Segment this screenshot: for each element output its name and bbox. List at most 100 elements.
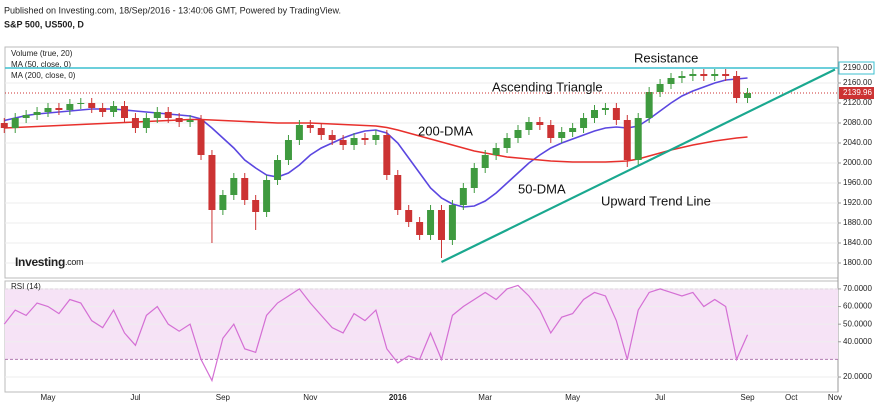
x-tick-label: Nov: [303, 393, 317, 402]
candle-body: [569, 128, 577, 132]
candle-body: [44, 108, 52, 112]
y-tick-label: 1920.00: [843, 198, 872, 207]
candle-body: [252, 200, 260, 212]
candle-body: [656, 84, 664, 92]
candle-body: [514, 130, 522, 138]
legend-entry: Volume (true, 20): [11, 49, 73, 58]
candle-body: [470, 168, 478, 188]
y-tick-label: 2080.00: [843, 118, 872, 127]
y-tick-label: 1880.00: [843, 218, 872, 227]
candle-body: [427, 210, 435, 235]
candle-body: [77, 103, 85, 104]
annotation: 200-DMA: [418, 123, 473, 138]
candle-body: [634, 118, 642, 160]
candle-body: [722, 74, 730, 76]
candle-body: [405, 210, 413, 222]
candle-body: [361, 138, 369, 140]
candle-body: [525, 122, 533, 130]
candle-body: [22, 115, 30, 118]
annotation: Upward Trend Line: [601, 193, 711, 208]
y-tick-label: 1840.00: [843, 238, 872, 247]
candle-body: [437, 210, 445, 240]
annotation: Resistance: [634, 50, 698, 65]
y-tick-label: 2000.00: [843, 158, 872, 167]
candle-body: [110, 106, 118, 112]
candle-body: [416, 222, 424, 235]
resistance-label-box: [838, 61, 875, 75]
candle-body: [481, 155, 489, 168]
candle-body: [197, 120, 205, 155]
candle-body: [230, 178, 238, 195]
candle-body: [744, 93, 752, 98]
candle-body: [601, 108, 609, 110]
x-tick-label: Nov: [828, 393, 842, 402]
y-tick-label: 2040.00: [843, 138, 872, 147]
candle-body: [536, 122, 544, 125]
candle-body: [689, 74, 697, 76]
annotation: Ascending Triangle: [492, 79, 603, 94]
candle-body: [678, 76, 686, 78]
candle-body: [175, 118, 183, 122]
candle-body: [591, 110, 598, 118]
x-tick-label: May: [565, 393, 580, 402]
symbol-title: S&P 500, US500, D: [4, 19, 84, 29]
annotation: 50-DMA: [518, 181, 566, 196]
y-tick-label: 1960.00: [843, 178, 872, 187]
x-tick-label: Sep: [216, 393, 231, 402]
y-tick-label: 40.0000: [843, 337, 872, 346]
candle-body: [700, 74, 708, 76]
logo: Investing.com: [15, 255, 83, 269]
candle-body: [33, 112, 41, 115]
x-tick-label: May: [40, 393, 55, 402]
candle-body: [55, 108, 63, 110]
ma-line: [4, 118, 748, 163]
logo-suffix: .com: [65, 257, 83, 267]
price-label-box: [839, 87, 874, 100]
panel-title: RSI (14): [11, 282, 41, 291]
candle-body: [645, 92, 653, 118]
logo-name: Investing: [15, 255, 65, 269]
x-tick-label: Sep: [740, 393, 755, 402]
x-tick-label: Jul: [130, 393, 140, 402]
x-tick-label: Mar: [478, 393, 492, 402]
candle-body: [448, 205, 456, 240]
y-tick-label: 1800.00: [843, 258, 872, 267]
candle-body: [186, 120, 194, 122]
candles: [0, 69, 752, 258]
candle-body: [667, 78, 675, 84]
candle-body: [372, 135, 380, 140]
candle-body: [274, 160, 282, 180]
candle-body: [99, 108, 107, 112]
trend-line: [440, 68, 836, 263]
candle-body: [339, 140, 347, 145]
candle-body: [219, 195, 227, 210]
candle-body: [580, 118, 588, 128]
candle-body: [503, 138, 511, 148]
candle-body: [121, 106, 129, 118]
resistance-label: 2190.00: [843, 63, 872, 72]
candle-body: [142, 118, 150, 128]
y-tick-label: 2120.00: [843, 98, 872, 107]
candle-body: [208, 155, 216, 210]
legend-entry: MA (50, close, 0): [11, 60, 71, 69]
candle-body: [558, 132, 566, 138]
candle-body: [88, 103, 96, 108]
y-tick-label: 20.0000: [843, 372, 872, 381]
legend-entry: MA (200, close, 0): [11, 71, 76, 80]
candle-body: [394, 175, 402, 210]
y-tick-label: 50.0000: [843, 319, 872, 328]
rsi-line: [3, 284, 749, 383]
candle-body: [153, 112, 161, 118]
candle-body: [547, 125, 555, 138]
candle-body: [711, 74, 719, 76]
x-tick-label: 2016: [389, 393, 407, 402]
candle-body: [459, 188, 467, 205]
candle-body: [383, 135, 391, 175]
published-note: Published on Investing.com, 18/Sep/2016 …: [4, 5, 341, 15]
x-tick-label: Oct: [785, 393, 798, 402]
candle-body: [492, 148, 500, 155]
x-tick-label: Jul: [655, 393, 665, 402]
candle-body: [241, 178, 249, 200]
candle-body: [350, 138, 358, 145]
